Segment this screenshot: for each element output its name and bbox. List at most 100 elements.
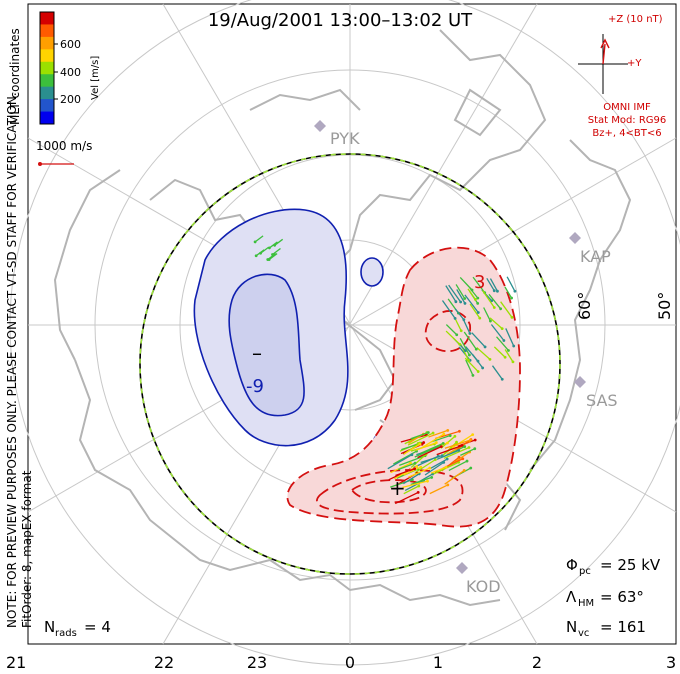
velocity-vector-origin <box>457 455 461 459</box>
velocity-vector-origin <box>454 300 458 304</box>
scale-vector-label: 1000 m/s <box>36 139 92 153</box>
radar-marker-sas <box>574 376 586 388</box>
colorbar-band <box>40 111 54 125</box>
velocity-vector-origin <box>416 491 420 494</box>
velocity-vector-origin <box>463 297 467 300</box>
velocity-vector <box>448 460 468 471</box>
velocity-vector <box>460 448 476 456</box>
velocity-vector <box>408 467 430 478</box>
velocity-vector-origin <box>455 440 458 444</box>
stats-nrads: N rads = 4 <box>44 618 111 639</box>
imf-vector <box>602 43 606 65</box>
velocity-vector-origin <box>507 349 510 352</box>
velocity-vector-origin <box>510 315 514 319</box>
velocity-vector-origin <box>476 370 480 373</box>
velocity-vector-origin <box>499 307 503 311</box>
velocity-vector <box>402 473 420 485</box>
colorbar-band <box>40 49 54 63</box>
velocity-vector-origin <box>471 433 475 437</box>
velocity-vector-origin <box>476 301 480 305</box>
velocity-vector-origin <box>461 457 465 461</box>
velocity-vector-origin <box>434 441 438 444</box>
svg-text:= 63°: = 63° <box>600 588 644 606</box>
velocity-vector <box>482 290 495 308</box>
velocity-vector-origin <box>474 347 478 351</box>
contour-label-positive: 3 <box>474 272 485 293</box>
velocity-vector <box>443 446 470 459</box>
velocity-vector <box>254 235 264 243</box>
velocity-vector-origin <box>415 465 419 468</box>
velocity-vector-origin <box>502 339 506 342</box>
radar-label-pyk: PYK <box>330 129 360 148</box>
velocity-vector-origin <box>459 300 463 304</box>
velocity-vector-origin <box>476 359 480 363</box>
mlt-tick-1: 1 <box>433 653 443 672</box>
velocity-vector <box>504 286 513 299</box>
velocity-vector <box>454 308 465 321</box>
velocity-vector <box>424 461 445 476</box>
velocity-vector <box>459 276 473 291</box>
velocity-vector-origin <box>496 289 499 293</box>
svg-text:= 4: = 4 <box>84 618 111 636</box>
velocity-vector <box>459 337 470 356</box>
svg-text:rads: rads <box>55 628 77 639</box>
velocity-vector-origin <box>430 476 434 479</box>
colorbar-band <box>40 86 54 100</box>
velocity-vector <box>490 324 505 341</box>
colorbar-tick-400: 400 <box>60 66 81 79</box>
velocity-vector <box>464 357 479 372</box>
velocity-vector-origin <box>426 479 429 483</box>
velocity-vector-origin <box>500 327 504 330</box>
velocity-vector <box>454 451 471 463</box>
velocity-vector <box>465 359 474 376</box>
svg-text:= 161: = 161 <box>600 618 646 636</box>
velocity-vector-origin <box>462 469 466 472</box>
latitude-label-50: 50° <box>655 292 674 320</box>
svg-text:Φ: Φ <box>566 556 578 574</box>
plot-frame <box>27 3 677 645</box>
mlt-tick-22: 22 <box>154 653 174 672</box>
velocity-vector <box>387 454 413 470</box>
velocity-vector-origin <box>459 329 463 333</box>
velocity-vector-origin <box>453 434 457 438</box>
velocity-vector-origin <box>481 366 485 370</box>
velocity-vector-origin <box>492 306 496 309</box>
svg-text:vc: vc <box>578 628 589 639</box>
mlt-tick-23: 23 <box>247 653 267 672</box>
velocity-vector <box>463 331 477 350</box>
mlt-tick-2: 2 <box>532 653 542 672</box>
mlt-tick-0: 0 <box>345 653 355 672</box>
velocity-vector <box>399 455 426 466</box>
velocity-vector-origin <box>468 332 472 335</box>
velocity-vector-origin <box>259 251 262 255</box>
velocity-vector <box>428 429 448 438</box>
imf-arrowhead <box>600 38 610 49</box>
velocity-vector-origin <box>444 465 448 469</box>
velocity-vector-origin <box>469 466 473 470</box>
velocity-vector <box>397 462 416 471</box>
radar-label-sas: SAS <box>586 391 618 410</box>
velocity-vector-origin <box>490 299 494 303</box>
velocity-vector <box>403 443 421 455</box>
velocity-vector <box>467 288 476 300</box>
velocity-vector-origin <box>446 441 449 445</box>
stats-phi-pc: Φ pc = 25 kV <box>566 556 661 577</box>
velocity-vector-origin <box>428 466 432 470</box>
velocity-vector <box>400 434 427 443</box>
velocity-vector-origin <box>422 441 426 444</box>
velocity-vector-origin <box>464 349 467 353</box>
velocity-vector-origin <box>460 444 464 447</box>
velocity-vector-origin <box>473 447 477 451</box>
velocity-vector <box>260 246 269 254</box>
stats-nvc: N vc = 161 <box>566 618 646 639</box>
velocity-vector <box>451 434 474 449</box>
velocity-vector <box>390 462 411 474</box>
velocity-vector <box>491 365 503 380</box>
velocity-vector-origin <box>417 484 421 488</box>
velocity-vector <box>455 284 466 299</box>
velocity-vector <box>441 441 457 457</box>
velocity-vector-origin <box>500 377 504 381</box>
colorbar-band <box>40 12 54 25</box>
velocity-vector <box>417 446 442 459</box>
velocity-vector <box>462 318 471 334</box>
